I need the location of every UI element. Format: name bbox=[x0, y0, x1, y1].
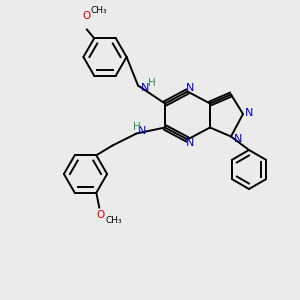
Text: N: N bbox=[234, 134, 243, 145]
Text: N: N bbox=[185, 138, 194, 148]
Text: N: N bbox=[185, 83, 194, 93]
Text: CH₃: CH₃ bbox=[90, 6, 107, 15]
Text: N: N bbox=[140, 82, 149, 93]
Text: H: H bbox=[133, 122, 140, 132]
Text: O: O bbox=[97, 210, 105, 220]
Text: N: N bbox=[245, 107, 253, 118]
Text: N: N bbox=[137, 126, 146, 136]
Text: CH₃: CH₃ bbox=[106, 216, 123, 225]
Text: O: O bbox=[82, 11, 91, 21]
Text: H: H bbox=[148, 78, 155, 88]
